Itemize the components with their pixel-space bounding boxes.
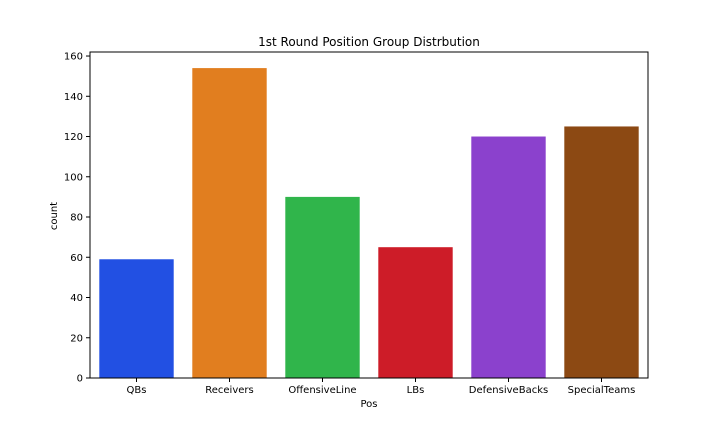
- bar-offensiveline: [285, 196, 360, 378]
- bar-specialteams: [564, 126, 639, 379]
- plot-frame: [89, 51, 649, 379]
- x-tick-label: DefensiveBacks: [469, 385, 548, 396]
- y-tick-label: 120: [64, 132, 83, 143]
- y-tick-label: 80: [70, 213, 83, 224]
- x-tick-label: QBs: [127, 385, 147, 396]
- bars-layer: [99, 68, 639, 379]
- bar-qbs: [99, 259, 174, 378]
- x-axis-label: Pos: [360, 399, 377, 410]
- axes-layer: [89, 51, 649, 379]
- bar-defensivebacks: [471, 136, 546, 378]
- y-axis-label: count: [49, 202, 60, 230]
- ticks-layer: QBs Receivers OffensiveLine LBs DefensiveBac…: [64, 52, 635, 396]
- chart-title: 1st Round Position Group Distrbution: [258, 35, 480, 49]
- y-tick-label: 0: [77, 374, 83, 385]
- y-tick-label: 40: [70, 293, 83, 304]
- y-tick-label: 140: [64, 92, 83, 103]
- x-tick-label: Receivers: [205, 385, 253, 396]
- bar-receivers: [192, 68, 267, 378]
- y-tick-label: 100: [64, 172, 83, 183]
- y-tick-label: 20: [70, 333, 83, 344]
- x-tick-label: LBs: [407, 385, 425, 396]
- y-tick-label: 60: [70, 253, 83, 264]
- y-tick-label: 160: [64, 52, 83, 63]
- x-tick-label: SpecialTeams: [568, 385, 636, 396]
- x-tick-label: OffensiveLine: [288, 385, 356, 396]
- bar-lbs: [378, 247, 453, 378]
